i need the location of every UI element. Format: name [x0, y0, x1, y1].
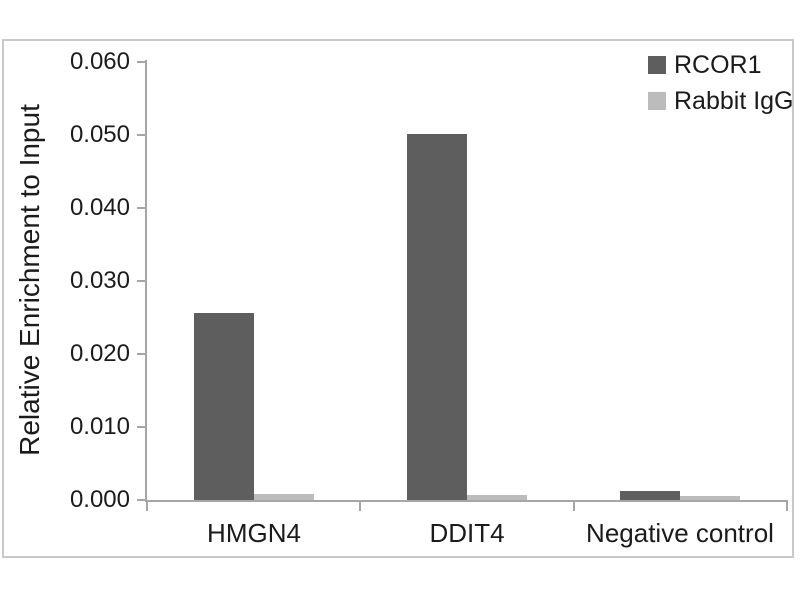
plot-border [2, 39, 794, 558]
bar-negative-control-rabbit-igg [680, 496, 740, 500]
legend-item-rabbit-igg: Rabbit IgG [648, 86, 794, 115]
y-tick-label: 0.040 [69, 194, 130, 221]
bar-ddit4-rcor1 [407, 134, 467, 500]
y-axis-line [145, 60, 147, 502]
legend-label: RCOR1 [674, 50, 762, 79]
y-tick-mark [137, 499, 147, 501]
y-tick-mark [137, 61, 147, 63]
y-tick-mark [137, 134, 147, 136]
legend-item-rcor1: RCOR1 [648, 50, 762, 79]
x-tick-mark [359, 500, 361, 511]
category-label: DDIT4 [429, 518, 505, 548]
y-tick-label: 0.010 [69, 413, 130, 440]
bar-hmgn4-rabbit-igg [254, 494, 314, 500]
y-tick-mark [137, 426, 147, 428]
y-tick-label: 0.060 [69, 48, 130, 75]
y-tick-mark [137, 207, 147, 209]
x-tick-mark [786, 500, 788, 511]
x-tick-mark [573, 500, 575, 511]
bar-negative-control-rcor1 [620, 491, 680, 500]
y-tick-mark [137, 280, 147, 282]
category-label: HMGN4 [207, 518, 301, 548]
y-tick-mark [137, 353, 147, 355]
y-tick-label: 0.000 [69, 486, 130, 513]
legend-swatch-rcor1 [648, 56, 666, 74]
x-axis-line [145, 500, 788, 502]
bar-hmgn4-rcor1 [194, 313, 254, 500]
y-tick-label: 0.050 [69, 121, 130, 148]
legend-label: Rabbit IgG [674, 86, 794, 115]
category-label: Negative control [586, 518, 774, 548]
legend-swatch-rabbit-igg [648, 92, 666, 110]
bar-ddit4-rabbit-igg [467, 495, 527, 500]
y-tick-label: 0.020 [69, 340, 130, 367]
y-tick-label: 0.030 [69, 267, 130, 294]
x-tick-mark [146, 500, 148, 511]
